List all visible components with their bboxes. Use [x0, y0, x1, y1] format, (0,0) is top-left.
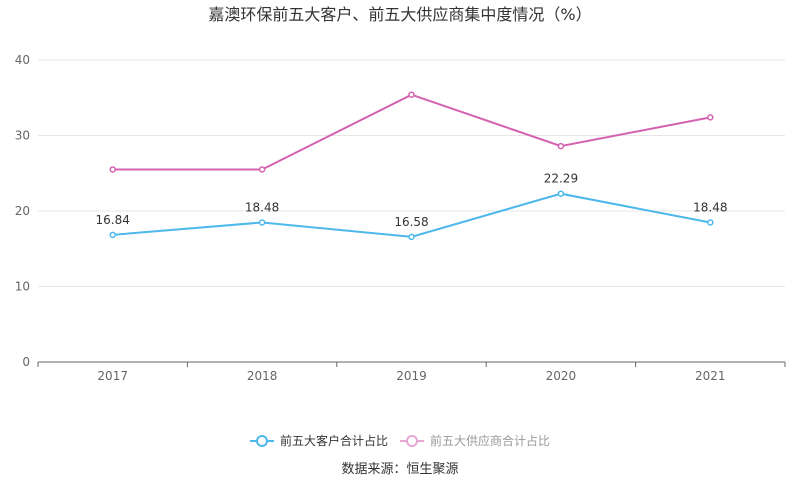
y-tick-label: 30: [15, 129, 30, 143]
series-2: [109, 91, 714, 173]
y-tick-label: 20: [15, 204, 30, 218]
legend-label: 前五大客户合计占比: [280, 433, 388, 448]
data-label: 18.48: [245, 200, 279, 214]
data-label: 22.29: [544, 172, 578, 186]
legend-item-2[interactable]: 前五大供应商合计占比: [400, 433, 550, 448]
data-label: 18.48: [693, 200, 727, 214]
y-tick-label: 10: [15, 280, 30, 294]
data-point[interactable]: [408, 233, 415, 241]
grid-lines: [38, 59, 785, 287]
x-tick-label: 2021: [695, 369, 726, 383]
data-label: 16.84: [96, 213, 130, 227]
y-tick-label: 40: [15, 53, 30, 67]
x-tick-label: 2020: [546, 369, 577, 383]
chart-title: 嘉澳环保前五大客户、前五大供应商集中度情况（%）: [208, 5, 591, 24]
x-tick-label: 2018: [247, 369, 278, 383]
x-tick-label: 2017: [97, 369, 128, 383]
legend: 前五大客户合计占比 前五大供应商合计占比: [250, 433, 550, 448]
x-axis: 2017 2018 2019 2020 2021: [37, 361, 786, 383]
legend-marker-icon: [406, 435, 418, 447]
legend-label: 前五大供应商合计占比: [430, 433, 550, 448]
series-1: 16.84 18.48 16.58 22.29 18.48: [96, 172, 727, 241]
data-point[interactable]: [707, 219, 714, 226]
data-point[interactable]: [258, 219, 266, 226]
data-point[interactable]: [557, 190, 565, 197]
data-point[interactable]: [408, 91, 415, 98]
data-point[interactable]: [707, 114, 714, 121]
x-tick-label: 2019: [396, 369, 427, 383]
data-point[interactable]: [557, 142, 565, 150]
data-point[interactable]: [109, 166, 116, 173]
series-group: 16.84 18.48 16.58 22.29 18.48: [96, 91, 727, 241]
data-point[interactable]: [258, 166, 266, 173]
source-note: 数据来源：恒生聚源: [341, 462, 458, 477]
y-tick-label: 0: [22, 355, 30, 369]
data-point[interactable]: [109, 231, 116, 239]
y-axis: 0 10 20 30 40: [15, 53, 30, 369]
series-line: [112, 93, 711, 171]
data-label: 16.58: [394, 215, 428, 229]
legend-item-1[interactable]: 前五大客户合计占比: [250, 433, 388, 448]
legend-marker-icon: [256, 435, 268, 447]
